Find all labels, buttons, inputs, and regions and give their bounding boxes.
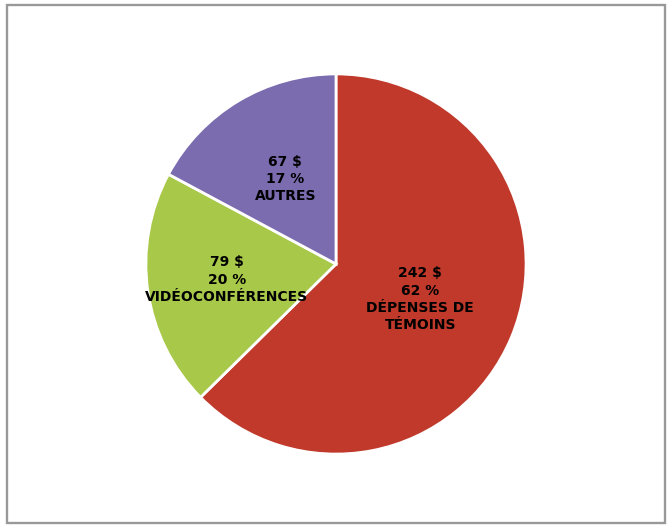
Text: 67 $
17 %
AUTRES: 67 $ 17 % AUTRES: [255, 155, 316, 203]
Wedge shape: [200, 74, 526, 454]
Wedge shape: [146, 174, 336, 398]
Text: 242 $
62 %
DÉPENSES DE
TÉMOINS: 242 $ 62 % DÉPENSES DE TÉMOINS: [366, 266, 474, 332]
Wedge shape: [169, 74, 336, 264]
Text: 79 $
20 %
VIDÉOCONFÉRENCES: 79 $ 20 % VIDÉOCONFÉRENCES: [145, 256, 308, 304]
